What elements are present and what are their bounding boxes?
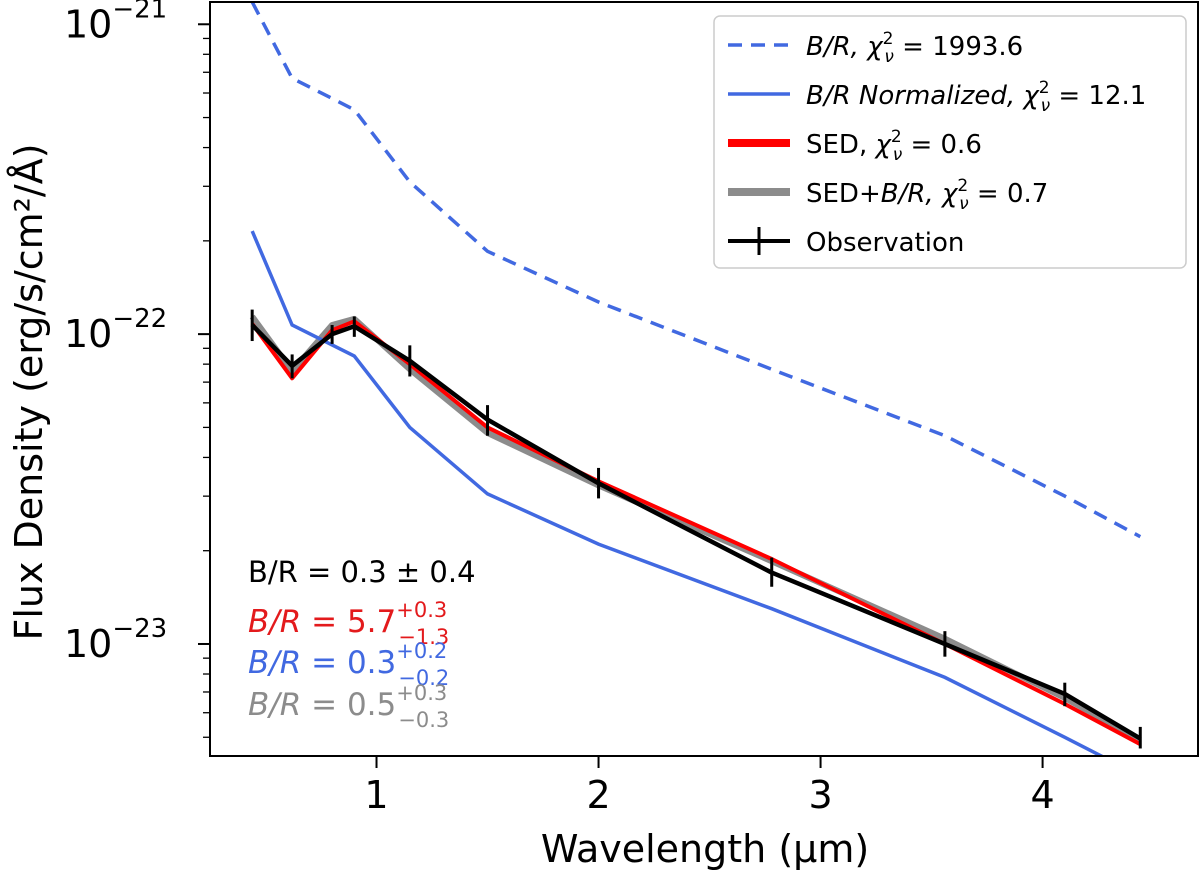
legend-chi-sub: ν — [1041, 96, 1051, 116]
legend-text-italic: B/R — [806, 81, 851, 111]
annotation-sub: −0.3 — [398, 708, 449, 732]
minor-ticks — [203, 37, 210, 738]
annotation-italic: B/R — [248, 645, 301, 681]
annotation-sup: +0.2 — [396, 639, 447, 663]
annotation-text: B/R = 0.3+0.2 −0.2 — [248, 639, 449, 690]
x-tick-label: 2 — [586, 773, 610, 817]
y-tick-exponent: −21 — [112, 0, 167, 24]
plot-area — [249, 2, 1142, 756]
legend-text: χ — [873, 130, 892, 160]
series-layer — [249, 2, 1142, 756]
y-tick-base: 10 — [64, 312, 112, 356]
y-tick-exponent: −23 — [112, 614, 167, 644]
legend-chi-sub: ν — [893, 145, 903, 165]
annotation-sub: −0.2 — [398, 666, 449, 690]
y-axis-label: Flux Density (erg/s/cm²/Å) — [7, 143, 51, 640]
legend-text: = 0.7 — [969, 179, 1049, 209]
annotation-text: B/R = 0.3 ± 0.4 — [248, 555, 476, 589]
legend-chi-sub: ν — [959, 194, 969, 214]
y-tick-base: 10 — [64, 2, 112, 46]
annotation-value: = 5.7 — [301, 604, 396, 640]
legend-label: B/R Normalized, χ2 ν = 12.1 — [806, 78, 1146, 116]
annotation-italic: B/R — [248, 604, 301, 640]
legend-entry: B/R, χ2 ν = 1993.6 — [728, 29, 1023, 67]
legend-chi-sup: 2 — [891, 127, 902, 147]
legend-text: Observation — [806, 228, 964, 258]
legend-text: , χ — [851, 32, 885, 62]
annotation-sup: +0.3 — [396, 598, 447, 622]
legend-text: , χ — [925, 179, 959, 209]
annotation-value: = 0.5 — [301, 687, 396, 723]
annotations: B/R = 0.3 ± 0.4B/R = 5.7+0.3 −1.3B/R = 0.… — [248, 555, 476, 732]
legend: B/R, χ2 ν = 1993.6B/R Normalized, χ2 ν = 1… — [713, 15, 1187, 269]
legend-text-italic: B/R — [806, 32, 851, 62]
annotation-text: B/R = 5.7+0.3 −1.3 — [248, 598, 449, 649]
legend-entry: B/R Normalized, χ2 ν = 12.1 — [728, 78, 1146, 116]
annotation-text: B/R = 0.5+0.3 −0.3 — [248, 681, 449, 732]
legend-label: SED, χ2 ν = 0.6 — [806, 127, 982, 165]
y-tick-label: 10−22 — [64, 304, 167, 356]
y-tick-label: 10−21 — [64, 0, 167, 46]
annotation-sup: +0.3 — [396, 681, 447, 705]
x-tick-label: 4 — [1030, 773, 1054, 817]
x-axis-label: Wavelength (μm) — [541, 827, 869, 871]
y-tick-label: 10−23 — [64, 614, 167, 666]
legend-text: SED+ — [806, 179, 881, 209]
x-axis: 1 2 3 4 — [364, 756, 1055, 817]
legend-text: = 12.1 — [1050, 81, 1146, 111]
legend-entry: SED+B/R, χ2 ν = 0.7 — [728, 176, 1048, 214]
legend-text-italic: B/R — [881, 179, 926, 209]
y-tick-exponent: −22 — [112, 304, 167, 334]
legend-text: SED, — [806, 130, 875, 160]
legend-label: B/R, χ2 ν = 1993.6 — [806, 29, 1023, 67]
legend-entry: Observation — [728, 227, 964, 258]
legend-chi-sup: 2 — [1039, 78, 1050, 98]
legend-label: Observation — [806, 228, 964, 258]
series-line-dashed — [250, 2, 1142, 539]
legend-text: = 1993.6 — [894, 32, 1023, 62]
annotation-sub: −1.3 — [398, 625, 449, 649]
legend-chi-sub: ν — [884, 47, 894, 67]
legend-entry: SED, χ2 ν = 0.6 — [728, 127, 982, 165]
series-errorbar — [250, 309, 1142, 749]
legend-chi-sup: 2 — [957, 176, 968, 196]
annotation-value: = 0.3 — [301, 645, 396, 681]
legend-chi-sup: 2 — [883, 29, 894, 49]
x-tick-label: 3 — [808, 773, 832, 817]
legend-text: = 0.6 — [902, 130, 982, 160]
annotation-italic: B/R — [248, 687, 301, 723]
legend-label: SED+B/R, χ2 ν = 0.7 — [806, 176, 1048, 214]
annotation-plain: B/R = 0.3 ± 0.4 — [248, 555, 476, 589]
legend-text: Normalized, χ — [851, 81, 1041, 111]
plot-frame — [209, 1, 1199, 757]
legend-box — [713, 15, 1187, 269]
x-tick-label: 1 — [364, 773, 388, 817]
y-tick-base: 10 — [64, 622, 112, 666]
